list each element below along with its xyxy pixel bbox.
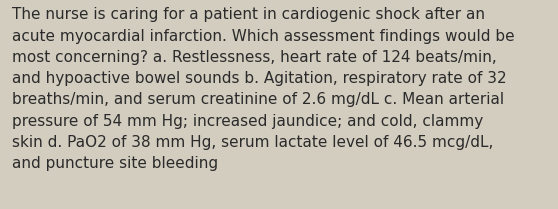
Text: The nurse is caring for a patient in cardiogenic shock after an
acute myocardial: The nurse is caring for a patient in car… bbox=[12, 7, 515, 171]
